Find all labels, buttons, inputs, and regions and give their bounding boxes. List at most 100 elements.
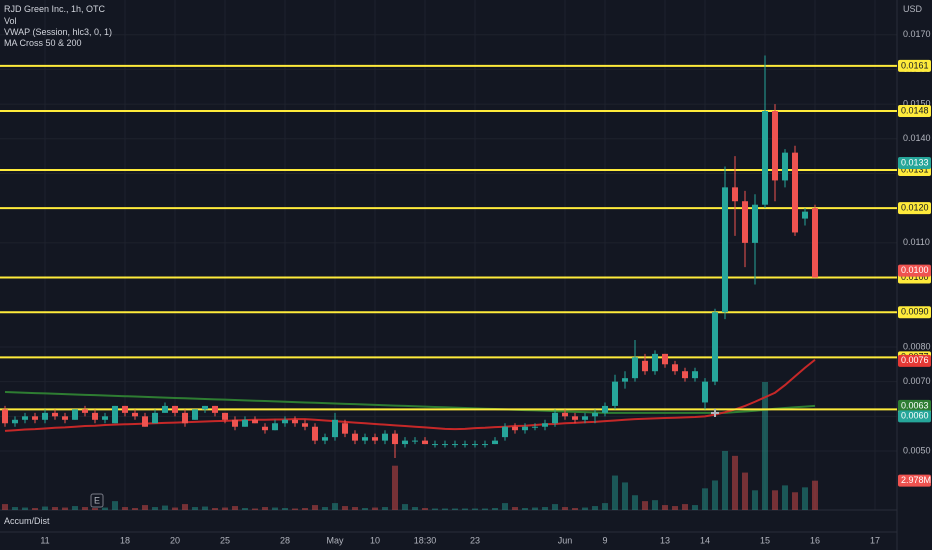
volume-bar (472, 508, 478, 510)
volume-bar (502, 503, 508, 510)
candle-body (352, 433, 358, 441)
candle-body (602, 405, 608, 413)
volume-bar (542, 507, 548, 510)
volume-bar (452, 508, 458, 510)
price-tag (898, 399, 931, 412)
price-tag-label: 0.0090 (901, 307, 929, 317)
volume-bar (802, 487, 808, 510)
candle-body (202, 405, 208, 410)
price-tag (898, 306, 931, 319)
candle-body (2, 409, 8, 424)
y-tick-label: 0.0150 (903, 98, 931, 108)
volume-bar (572, 508, 578, 510)
price-tag-label: 2.978M (901, 475, 931, 485)
volume-bar (772, 490, 778, 510)
volume-bar (372, 507, 378, 510)
volume-bar (442, 508, 448, 510)
x-tick-label: 28 (280, 535, 290, 545)
price-tag-label: 0.0063 (901, 400, 929, 410)
x-tick-label: 20 (170, 535, 180, 545)
volume-bar (662, 505, 668, 510)
candle-body (112, 405, 118, 424)
volume-bar (272, 507, 278, 510)
candle-body (612, 381, 618, 406)
candle-body (302, 423, 308, 427)
candle-body (512, 426, 518, 431)
candle-body (622, 378, 628, 382)
volume-bar (532, 507, 538, 510)
candle-body (32, 416, 38, 420)
candle-body (162, 405, 168, 413)
candle-body (552, 412, 558, 424)
ma-line (4, 391, 816, 414)
volume-bar (342, 506, 348, 510)
volume-bar (632, 495, 638, 510)
volume-bar (322, 507, 328, 510)
candle-body (242, 419, 248, 427)
candle-body (372, 437, 378, 441)
candle-body (812, 208, 818, 278)
candle-body (532, 426, 538, 428)
y-tick-label: 0.0070 (903, 376, 931, 386)
volume-bar (652, 500, 658, 510)
candle-body (132, 412, 138, 417)
price-tag (898, 105, 931, 118)
volume-bar (42, 506, 48, 510)
x-tick-label: 25 (220, 535, 230, 545)
currency: USD (903, 4, 923, 14)
y-tick-label: 0.0080 (903, 341, 931, 351)
volume-bar (192, 507, 198, 510)
y-tick-label: 0.0140 (903, 133, 931, 143)
volume-bar (282, 508, 288, 510)
volume-bar (202, 506, 208, 510)
x-tick-label: 9 (602, 535, 607, 545)
candle-body (662, 353, 668, 365)
candle-body (222, 412, 228, 420)
indicator-label: Vol (4, 16, 17, 26)
candle-body (582, 416, 588, 420)
candle-body (22, 416, 28, 420)
price-tag (898, 264, 931, 277)
volume-bar (432, 508, 438, 510)
volume-bar (12, 507, 18, 510)
candle-body (732, 187, 738, 202)
candle-body (542, 423, 548, 427)
event-box (90, 493, 104, 508)
volume-bar (102, 507, 108, 510)
volume-bar (212, 508, 218, 510)
volume-bar (32, 508, 38, 510)
price-tag-label: 0.0161 (901, 60, 929, 70)
candle-body (642, 360, 648, 372)
candle-body (362, 437, 368, 441)
price-tag (898, 474, 931, 487)
candle-body (412, 440, 418, 442)
y-tick-label: 0.0050 (903, 445, 931, 455)
candle-body (282, 419, 288, 424)
volume-bar (182, 504, 188, 510)
ma-line (4, 358, 816, 432)
volume-bar (352, 507, 358, 510)
candle-body (422, 440, 428, 445)
candle-body (62, 416, 68, 420)
candle-body (312, 426, 318, 441)
volume-bar (302, 508, 308, 510)
volume-bar (562, 507, 568, 510)
candle-body (562, 412, 568, 417)
x-tick-label: 14 (700, 535, 710, 545)
x-tick-label: May (326, 535, 344, 545)
candle-body (142, 416, 148, 427)
volume-bar (762, 382, 768, 510)
candle-body (102, 416, 108, 420)
cross-marker (711, 409, 719, 417)
volume-bar (512, 507, 518, 510)
candle-body (672, 364, 678, 372)
candle-body (172, 405, 178, 413)
volume-bar (592, 506, 598, 510)
volume-bar (702, 488, 708, 510)
candle-body (462, 444, 468, 446)
price-tag-label: 0.0131 (901, 164, 929, 174)
volume-bar (722, 450, 728, 510)
candle-body (252, 419, 258, 424)
x-tick-label: 11 (40, 535, 49, 545)
